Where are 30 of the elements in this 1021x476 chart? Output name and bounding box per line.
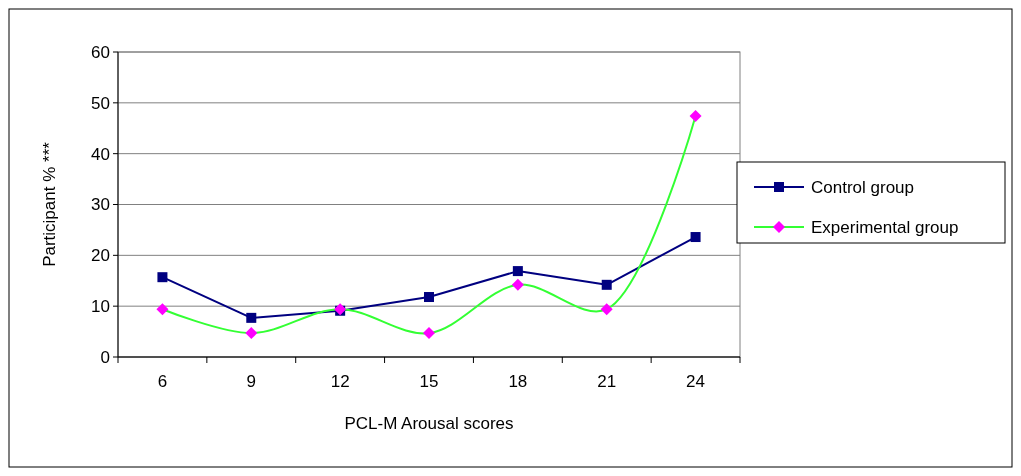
point bbox=[424, 292, 434, 303]
y-tick-label: 40 bbox=[91, 144, 110, 164]
y-tick-label: 30 bbox=[91, 195, 110, 215]
point bbox=[511, 278, 524, 291]
point bbox=[689, 110, 702, 123]
y-tick-label: 0 bbox=[100, 347, 110, 367]
y-tick-label: 20 bbox=[91, 246, 110, 266]
point bbox=[690, 232, 701, 243]
x-tick-label: 6 bbox=[157, 372, 168, 391]
point bbox=[245, 327, 258, 340]
y-axis-title: Participant % *** bbox=[40, 141, 59, 267]
y-tick-label: 10 bbox=[91, 297, 110, 317]
x-axis-title: PCL-M Arousal scores bbox=[344, 414, 514, 433]
y-tick-label: 50 bbox=[91, 93, 110, 113]
point bbox=[423, 327, 435, 340]
x-tick-label: 12 bbox=[330, 372, 350, 391]
point bbox=[246, 312, 257, 323]
legend-label: Control group bbox=[811, 177, 915, 197]
x-tick-label: 21 bbox=[597, 372, 617, 391]
y-tick-label: 60 bbox=[91, 42, 110, 62]
x-tick-label: 18 bbox=[508, 372, 528, 391]
x-tick-label: 15 bbox=[419, 372, 439, 391]
legend-label: Experimental group bbox=[811, 217, 959, 237]
point bbox=[600, 303, 613, 316]
x-tick-label: 24 bbox=[686, 372, 706, 391]
x-tick-label: 9 bbox=[246, 372, 257, 391]
point bbox=[157, 272, 168, 283]
point bbox=[601, 279, 612, 290]
point bbox=[156, 303, 169, 316]
point bbox=[512, 266, 523, 277]
